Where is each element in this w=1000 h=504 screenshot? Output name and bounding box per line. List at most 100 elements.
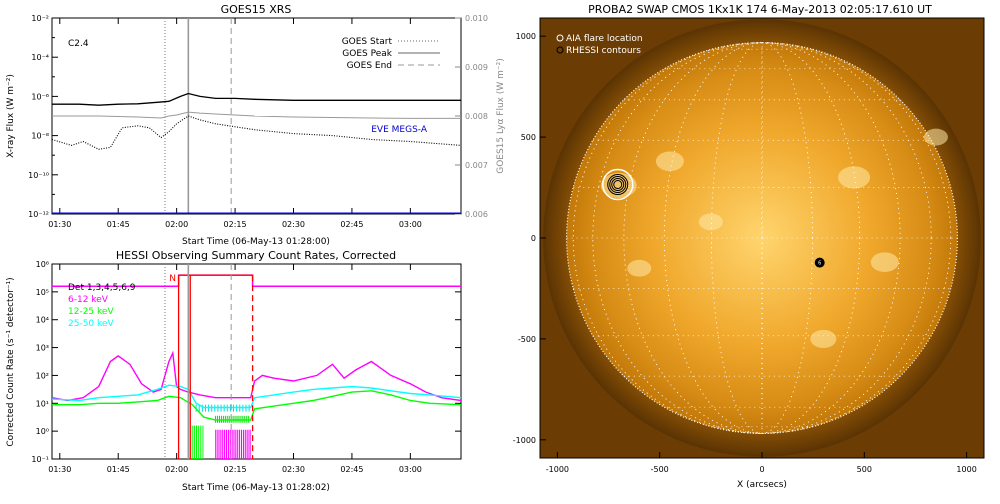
active-region [698,213,723,231]
rhessi-contour [611,178,625,192]
hessi-series-line [52,350,461,402]
swap-ytick-label: 1000 [516,32,536,41]
goes-xtick-label: 01:45 [107,220,130,229]
swap-xtick-label: 1000 [956,465,976,474]
hessi-panel: HESSI Observing Summary Count Rates, Cor… [6,249,462,493]
goes-xtick-label: 03:00 [399,220,422,229]
swap-xtick-label: 500 [857,465,872,474]
swap-ytick-label: -1000 [513,436,536,445]
rhessi-source-marker [814,257,825,268]
hessi-ytick-label: 10⁴ [36,316,49,325]
goes-xtick-label: 02:30 [282,220,305,229]
hessi-xtick-label: 02:30 [282,465,305,474]
swap-xtick-label: -1000 [546,465,569,474]
goes-xtick-label: 01:30 [48,220,71,229]
goes-ytick-label: 10⁻⁶ [31,92,49,101]
active-region [810,329,837,349]
grid-longitude [592,42,932,434]
hessi-ylabel: Corrected Count Rate (s⁻¹ detector⁻¹) [6,277,16,446]
goes-time-markers [164,18,232,214]
hessi-time-markers [164,264,254,459]
legend-detectors: Det 1,3,4,5,6,9 [68,283,136,293]
swap-image-panel: PROBA2 SWAP CMOS 1Kx1K 174 6-May-2013 02… [513,3,985,490]
hessi-xtick-label: 03:00 [399,465,422,474]
flare-class-label: C2.4 [68,39,89,49]
swap-ytick-label: 0 [531,234,536,243]
hessi-series-line [52,390,461,421]
hessi-title: HESSI Observing Summary Count Rates, Cor… [116,249,396,262]
swap-xtick-label: -500 [651,465,669,474]
legend-energy-band: 12-25 keV [68,307,114,317]
goes-y2tick-label: 0.009 [465,63,488,72]
goes-series-group [52,92,461,214]
hessi-legend: Det 1,3,4,5,6,9 6-12 keV 12-25 keV 25-50 k… [68,283,136,329]
hessi-ytick-label: 10¹ [36,399,49,408]
goes-ytick-label: 10⁻¹⁰ [28,171,49,180]
goes-series-lyman_alpha [52,111,461,119]
rhessi-contour [609,176,627,194]
legend-rhessi-label: RHESSI contours [566,46,641,56]
goes-ytick-label: 10⁻⁴ [31,53,49,62]
goes-ylabel: X-ray Flux (W m⁻²) [6,74,16,158]
hessi-xtick-label: 02:45 [340,465,363,474]
swap-xtick-label: 0 [759,465,764,474]
goes-xtick-label: 02:00 [165,220,188,229]
goes-ytick-label: 10⁻¹² [28,210,49,219]
legend-energy-band: 6-12 keV [68,295,109,305]
goes-y2tick-label: 0.008 [465,112,488,121]
legend-goes-peak: GOES Peak [342,49,392,59]
swap-ytick-label: 500 [521,133,536,142]
rhessi-source-label: 6 [818,261,821,267]
aia-flare-location-circle [602,168,634,201]
active-region [655,151,684,172]
hessi-ytick-label: 10⁶ [36,260,49,269]
swap-x-axis: -1000 -500 0 500 1000 [546,452,977,474]
goes-xlabel: Start Time (06-May-13 01:28:00) [182,237,330,247]
legend-aia-label: AIA flare location [566,34,643,44]
goes-xtick-label: 02:15 [224,220,247,229]
goes-ylabel-right: GOES15 Lyα Flux (W m⁻²) [496,58,506,174]
active-region [838,166,871,189]
hessi-series-line [52,384,461,409]
swap-legend: AIA flare location RHESSI contours [556,34,643,56]
hessi-xtick-label: 01:30 [48,465,71,474]
hessi-x-axis: 01:30 01:45 02:00 02:15 02:30 02:45 03:00 [48,264,422,474]
grid-longitude [623,42,901,434]
goes-series-long [52,92,461,106]
hessi-xtick-label: 02:15 [224,465,247,474]
swap-xlabel: X (arcsecs) [737,480,787,490]
hessi-ytick-label: 10³ [36,344,49,353]
goes-series-short [52,115,461,150]
grid-longitude [572,42,952,434]
sun-image: 6 [543,19,981,457]
hessi-plot-frame [51,263,462,460]
legend-rhessi-marker [556,46,564,54]
hessi-xtick-label: 02:00 [165,465,188,474]
active-region [870,252,899,273]
legend-goes-end: GOES End [347,61,392,71]
goes-xtick-label: 02:45 [340,220,363,229]
goes-ytick-label: 10⁻² [31,14,49,23]
goes-title: GOES15 XRS [221,3,292,16]
goes-y2tick-label: 0.010 [465,14,488,23]
hessi-ytick-label: 10⁵ [36,288,49,297]
solar-limb [565,41,959,435]
active-region [923,128,948,146]
hessi-ytick-label: 10⁰ [36,427,49,436]
rhessi-contour [607,174,629,196]
legend-goes-start: GOES Start [342,37,393,47]
hessi-ytick-label: 10⁻¹ [31,455,49,464]
rhessi-contour [613,180,623,190]
goes-ytick-label: 10⁻⁸ [31,132,49,141]
swap-ytick-label: -500 [518,335,536,344]
hessi-ytick-label: 10² [36,371,49,380]
legend-energy-band: 25-50 keV [68,319,114,329]
goes-x-axis: 01:30 01:45 02:00 02:15 02:30 02:45 03:00 [48,18,422,229]
legend-aia-marker [556,34,564,42]
goes-legend: GOES Start GOES Peak GOES End [342,37,440,71]
hessi-xlabel: Start Time (06-May-13 01:28:02) [182,483,330,493]
active-region [627,259,652,277]
goes-y2tick-label: 0.006 [465,210,488,219]
hessi-xtick-label: 01:45 [107,465,130,474]
